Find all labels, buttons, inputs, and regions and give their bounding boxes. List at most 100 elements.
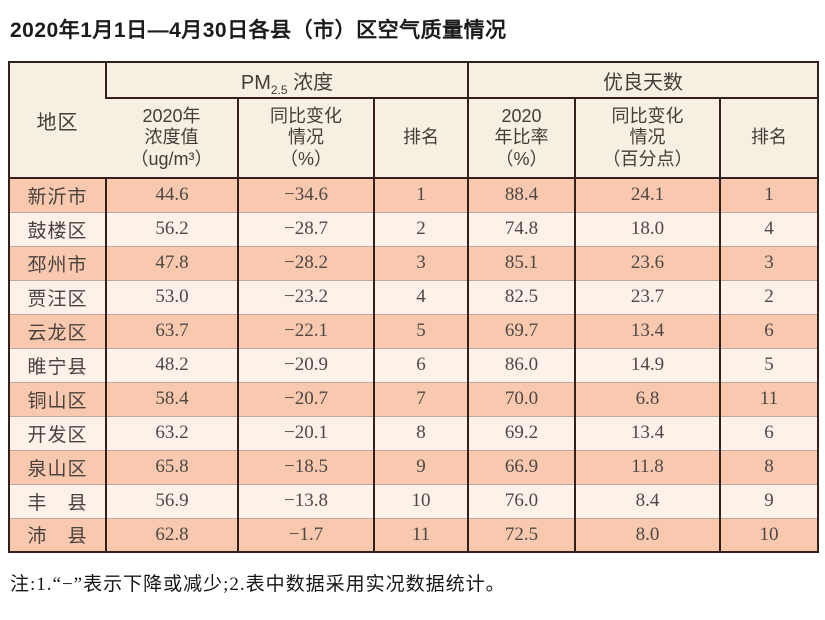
cell-good-rank: 1 (719, 178, 819, 212)
cell-region: 睢宁县 (9, 347, 106, 382)
table-row: 贾汪区 53.0 −23.2 4 82.5 23.7 2 (9, 279, 819, 314)
cell-pm-rank: 10 (372, 483, 469, 518)
table-row: 睢宁县 48.2 −20.9 6 86.0 14.9 5 (9, 347, 819, 382)
cell-good-change: 18.0 (574, 211, 721, 246)
cell-pm-change: −20.7 (237, 381, 374, 416)
cell-good-change: 8.0 (574, 517, 721, 552)
header-pm-value: 2020年 浓度值 （ug/m³） (106, 98, 238, 179)
table-row: 邳州市 47.8 −28.2 3 85.1 23.6 3 (9, 245, 819, 280)
cell-good-rank: 4 (719, 211, 819, 246)
cell-good-change: 23.6 (574, 245, 721, 280)
cell-pm-value: 63.2 (105, 415, 238, 450)
cell-good-rate: 86.0 (467, 347, 576, 382)
header-group-row: 地区 PM2.5 浓度 优良天数 (9, 62, 819, 179)
cell-pm-rank: 9 (372, 449, 469, 484)
table-row: 新沂市 44.6 −34.6 1 88.4 24.1 1 (9, 178, 819, 212)
cell-pm-value: 47.8 (105, 245, 238, 280)
cell-pm-value: 62.8 (105, 517, 238, 552)
cell-pm-rank: 5 (372, 313, 469, 348)
header-good-rank: 排名 (719, 98, 819, 179)
cell-good-change: 13.4 (574, 415, 721, 450)
cell-pm-rank: 4 (372, 279, 469, 314)
page: 2020年1月1日—4月30日各县（市）区空气质量情况 地区 PM2.5 浓度 … (8, 19, 820, 595)
cell-pm-value: 53.0 (105, 279, 238, 314)
pm25-label-subscript: 2.5 (270, 82, 288, 97)
cell-good-change: 8.4 (574, 483, 721, 518)
cell-pm-change: −1.7 (237, 517, 374, 552)
table-row: 泉山区 65.8 −18.5 9 66.9 11.8 8 (9, 449, 819, 484)
cell-good-change: 14.9 (574, 347, 721, 382)
cell-region: 丰 县 (9, 483, 106, 518)
table-body: 新沂市 44.6 −34.6 1 88.4 24.1 1 鼓楼区 56.2 −28.7 2 74.8 1… (9, 178, 819, 552)
table-row: 丰 县 56.9 −13.8 10 76.0 8.4 9 (9, 483, 819, 518)
header-good-rate: 2020 年比率 （%） (467, 98, 576, 179)
cell-good-rank: 6 (719, 415, 819, 450)
cell-pm-value: 63.7 (105, 313, 238, 348)
cell-pm-rank: 2 (372, 211, 469, 246)
cell-good-rate: 82.5 (467, 279, 576, 314)
cell-pm-rank: 8 (372, 415, 469, 450)
header-pm-rank: 排名 (372, 98, 469, 179)
table-row: 云龙区 63.7 −22.1 5 69.7 13.4 6 (9, 313, 819, 348)
cell-good-rank: 2 (719, 279, 819, 314)
cell-good-change: 24.1 (574, 178, 721, 212)
header-pm-change: 同比变化 情况 （%） (237, 98, 374, 179)
cell-pm-change: −34.6 (237, 178, 374, 212)
cell-region: 邳州市 (9, 245, 106, 280)
cell-good-rate: 70.0 (467, 381, 576, 416)
header-good-change: 同比变化 情况 （百分点） (574, 98, 721, 179)
cell-pm-value: 58.4 (105, 381, 238, 416)
cell-good-rate: 69.7 (467, 313, 576, 348)
cell-good-rate: 88.4 (467, 178, 576, 212)
cell-good-rank: 3 (719, 245, 819, 280)
cell-pm-rank: 7 (372, 381, 469, 416)
cell-good-change: 23.7 (574, 279, 721, 314)
cell-region: 云龙区 (9, 313, 106, 348)
header-good-days-group: 优良天数 (467, 62, 819, 99)
page-title: 2020年1月1日—4月30日各县（市）区空气质量情况 (10, 19, 507, 42)
cell-pm-change: −13.8 (237, 483, 374, 518)
cell-region: 鼓楼区 (9, 211, 106, 246)
cell-pm-value: 44.6 (105, 178, 238, 212)
cell-pm-value: 56.9 (105, 483, 238, 518)
cell-good-rate: 69.2 (467, 415, 576, 450)
header-region: 地区 (9, 62, 106, 179)
cell-good-rank: 11 (719, 381, 819, 416)
cell-region: 铜山区 (9, 381, 106, 416)
header-pm25-group: PM2.5 浓度 (104, 62, 469, 99)
cell-good-rank: 10 (719, 517, 819, 552)
header-sub-row: 2020年 浓度值 （ug/m³） 同比变化 情况 （%） 排名 2020 年比… (9, 98, 819, 179)
table-row: 开发区 63.2 −20.1 8 69.2 13.4 6 (9, 415, 819, 450)
cell-good-rate: 76.0 (467, 483, 576, 518)
cell-region: 泉山区 (9, 449, 106, 484)
cell-good-rate: 66.9 (467, 449, 576, 484)
cell-pm-value: 65.8 (105, 449, 238, 484)
cell-region: 贾汪区 (9, 279, 106, 314)
cell-pm-change: −23.2 (237, 279, 374, 314)
cell-good-rate: 85.1 (467, 245, 576, 280)
cell-pm-value: 56.2 (105, 211, 238, 246)
table-row: 沛 县 62.8 −1.7 11 72.5 8.0 10 (9, 517, 819, 552)
table-header: 地区 PM2.5 浓度 优良天数 2020年 浓度值 （ug/m³） 同比变化 … (9, 62, 819, 179)
cell-pm-change: −20.9 (237, 347, 374, 382)
cell-good-rank: 5 (719, 347, 819, 382)
cell-pm-rank: 11 (372, 517, 469, 552)
cell-region: 沛 县 (9, 517, 106, 552)
cell-pm-rank: 1 (372, 178, 469, 212)
cell-pm-value: 48.2 (105, 347, 238, 382)
pm25-label-prefix: PM (240, 71, 271, 94)
cell-pm-rank: 3 (372, 245, 469, 280)
cell-good-change: 6.8 (574, 381, 721, 416)
cell-region: 新沂市 (27, 186, 88, 208)
footnote: 注:1.“−”表示下降或减少;2.表中数据采用实况数据统计。 (10, 574, 506, 595)
cell-good-rank: 8 (719, 449, 819, 484)
cell-pm-change: −28.7 (237, 211, 374, 246)
cell-good-rate: 72.5 (467, 517, 576, 552)
cell-region: 开发区 (9, 415, 106, 450)
table-row: 鼓楼区 56.2 −28.7 2 74.8 18.0 4 (9, 211, 819, 246)
cell-pm-change: −20.1 (237, 415, 374, 450)
air-quality-table: 地区 PM2.5 浓度 优良天数 2020年 浓度值 （ug/m³） 同比变化 … (8, 61, 820, 553)
cell-good-change: 13.4 (574, 313, 721, 348)
cell-good-change: 11.8 (574, 449, 721, 484)
cell-pm-change: −22.1 (237, 313, 374, 348)
